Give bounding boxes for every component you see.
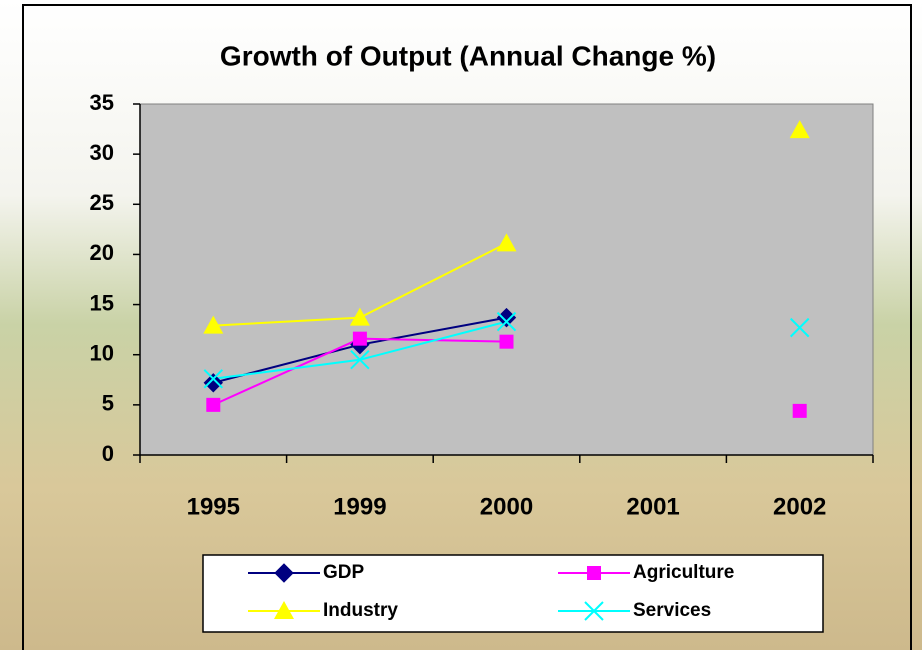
y-tick-label: 15 [90,290,114,315]
legend-label: GDP [323,562,365,583]
marker-triangle [789,120,810,139]
marker-square [587,566,601,580]
legend [202,554,824,633]
marker-square [206,397,221,412]
x-tick-label: 2000 [480,493,533,520]
x-tick-label: 1995 [187,493,240,520]
marker-diamond [274,563,294,583]
y-tick-label: 10 [90,341,114,366]
y-tick-label: 0 [102,441,114,466]
marker-diamond [203,373,224,393]
plot-area [139,103,874,456]
y-tick-label: 5 [102,391,114,416]
marker-triangle [203,315,224,334]
x-tick-label: 2001 [626,493,679,520]
legend-label: Services [633,600,711,621]
marker-triangle [349,307,370,326]
y-tick-label: 25 [90,190,114,215]
y-tick-label: 30 [90,140,114,165]
legend-label: Industry [323,600,398,621]
marker-x [584,601,604,621]
y-tick-label: 20 [90,240,114,265]
marker-triangle [274,601,294,619]
marker-square [792,403,807,418]
marker-square [352,331,367,346]
y-tick-label: 35 [90,90,114,115]
marker-triangle [496,233,517,252]
x-tick-label: 1999 [333,493,386,520]
legend-label: Agriculture [633,562,734,583]
marker-x [350,350,370,370]
x-tick-label: 2002 [773,493,826,520]
marker-x [789,317,810,338]
marker-x [496,311,517,332]
chart-title: Growth of Output (Annual Change %) [220,40,716,71]
marker-x [203,369,224,389]
marker-square [499,334,514,349]
chart-frame [22,4,912,650]
